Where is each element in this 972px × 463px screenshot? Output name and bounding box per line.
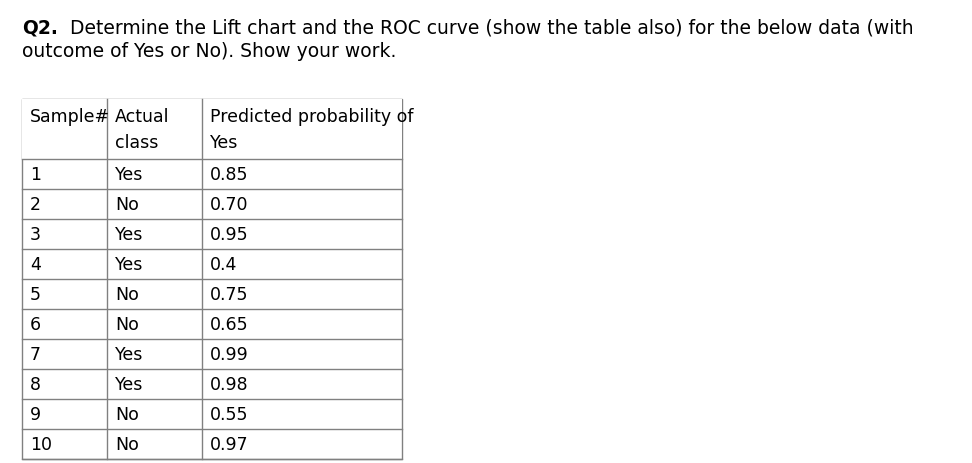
Text: No: No [115, 315, 139, 333]
Text: Yes: Yes [115, 345, 144, 363]
Text: class: class [115, 134, 158, 152]
Text: 0.70: 0.70 [210, 195, 249, 213]
Text: 0.95: 0.95 [210, 225, 249, 244]
Text: No: No [115, 405, 139, 423]
Text: Yes: Yes [115, 375, 144, 393]
Text: Determine the Lift chart and the ROC curve (show the table also) for the below d: Determine the Lift chart and the ROC cur… [58, 18, 914, 37]
Text: Yes: Yes [210, 134, 238, 152]
Text: 0.75: 0.75 [210, 285, 249, 303]
Text: Yes: Yes [115, 225, 144, 244]
Bar [22, 100, 402, 459]
Text: Predicted probability of: Predicted probability of [210, 107, 413, 125]
Text: No: No [115, 435, 139, 453]
Text: 3: 3 [30, 225, 41, 244]
Text: Actual: Actual [115, 107, 169, 125]
Text: 0.85: 0.85 [210, 166, 249, 184]
Text: Yes: Yes [115, 256, 144, 274]
Bar [22, 100, 402, 160]
Text: 0.4: 0.4 [210, 256, 237, 274]
Text: No: No [115, 195, 139, 213]
Text: Yes: Yes [115, 166, 144, 184]
Text: Q2.: Q2. [22, 18, 58, 37]
Text: 7: 7 [30, 345, 41, 363]
Text: 5: 5 [30, 285, 41, 303]
Text: outcome of Yes or No). Show your work.: outcome of Yes or No). Show your work. [22, 42, 397, 61]
Text: 6: 6 [30, 315, 41, 333]
Text: 4: 4 [30, 256, 41, 274]
Text: 0.97: 0.97 [210, 435, 249, 453]
Text: 0.65: 0.65 [210, 315, 249, 333]
Text: No: No [115, 285, 139, 303]
Text: 0.99: 0.99 [210, 345, 249, 363]
Text: 1: 1 [30, 166, 41, 184]
Text: Sample#: Sample# [30, 107, 110, 125]
Text: 0.55: 0.55 [210, 405, 249, 423]
Text: 2: 2 [30, 195, 41, 213]
Text: 8: 8 [30, 375, 41, 393]
Text: 9: 9 [30, 405, 41, 423]
Text: 0.98: 0.98 [210, 375, 249, 393]
Text: 10: 10 [30, 435, 52, 453]
